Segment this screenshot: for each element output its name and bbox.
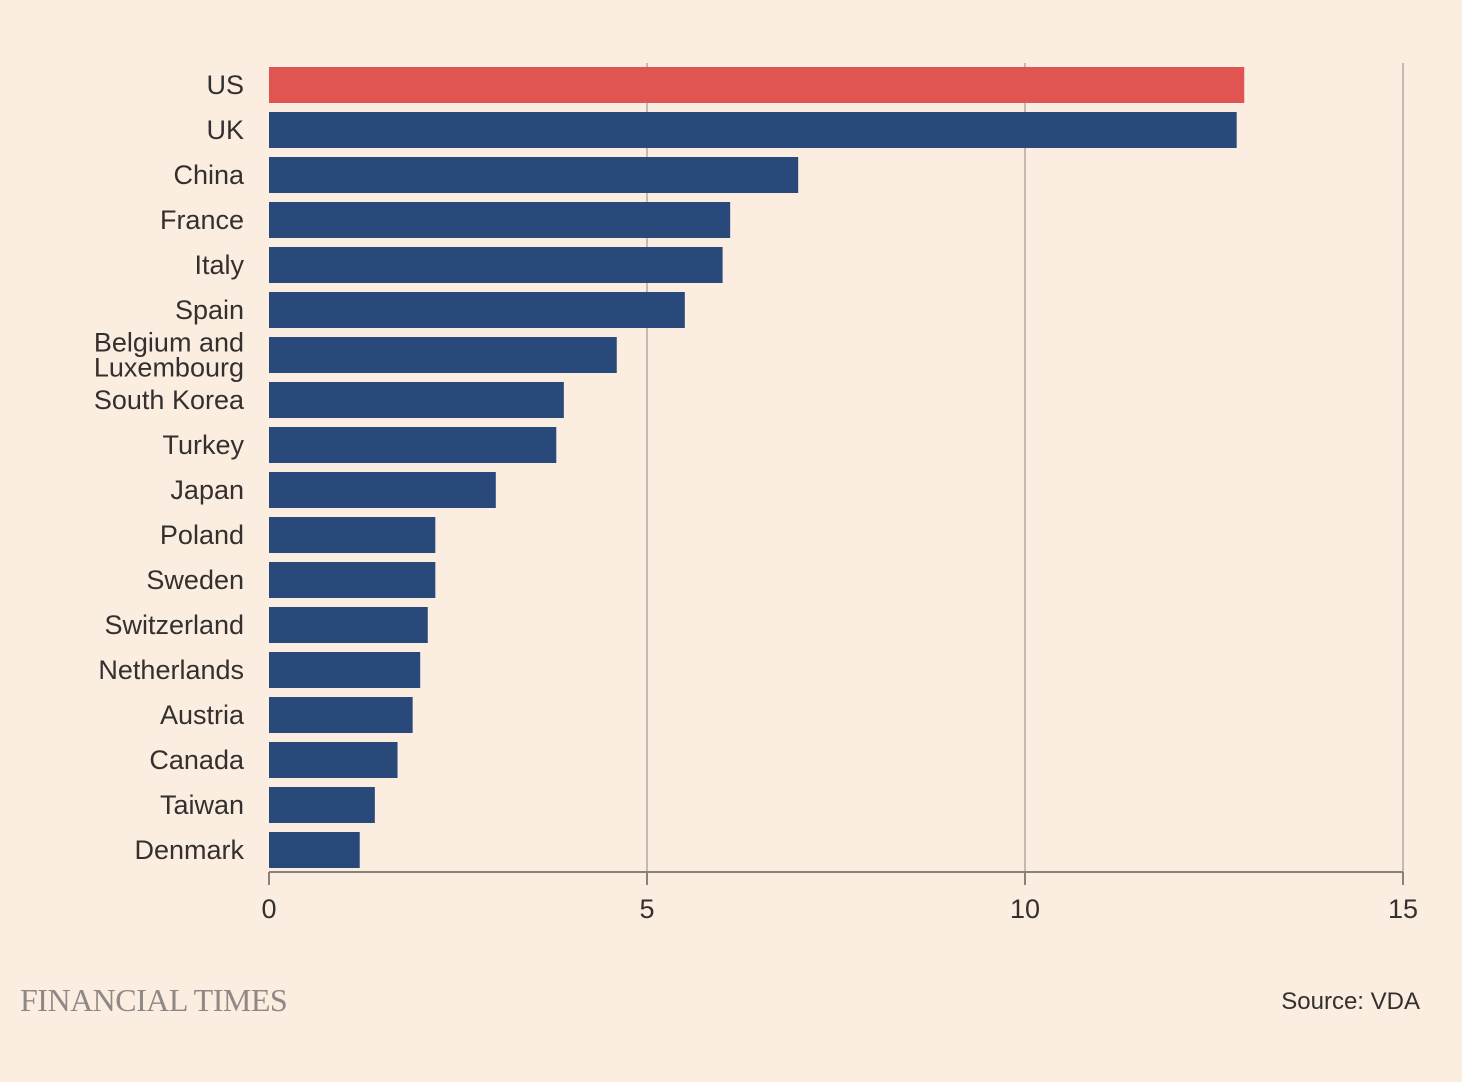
category-label-canada: Canada (149, 745, 245, 775)
bar-japan (269, 472, 496, 508)
category-label-line: Spain (175, 295, 244, 325)
x-tick-label-0: 0 (261, 894, 276, 924)
bar-sweden (269, 562, 436, 598)
bar-italy (269, 247, 723, 283)
category-label-poland: Poland (160, 520, 244, 550)
category-label-taiwan: Taiwan (160, 790, 244, 820)
category-label-line: China (173, 160, 245, 190)
category-label-line: Luxembourg (94, 353, 244, 383)
category-label-denmark: Denmark (134, 835, 244, 865)
category-label-line: Taiwan (160, 790, 244, 820)
category-label-line: Canada (149, 745, 245, 775)
x-tick-label-15: 15 (1388, 894, 1418, 924)
bar-belgium-and-luxembourg (269, 337, 617, 373)
bar-netherlands (269, 652, 421, 688)
bar-south-korea (269, 382, 564, 418)
bars (269, 67, 1245, 868)
bar-uk (269, 112, 1237, 148)
category-label-line: Italy (194, 250, 244, 280)
category-label-line: Denmark (134, 835, 244, 865)
category-label-line: US (206, 70, 244, 100)
source-note: Source: VDA (1281, 988, 1420, 1015)
category-label-turkey: Turkey (162, 430, 244, 460)
category-label-line: Sweden (146, 565, 244, 595)
category-label-italy: Italy (194, 250, 244, 280)
bar-france (269, 202, 731, 238)
x-axis: 0 5 10 15 (261, 871, 1418, 924)
bar-austria (269, 697, 413, 733)
x-tick-label-10: 10 (1010, 894, 1040, 924)
category-label-switzerland: Switzerland (104, 610, 244, 640)
bar-turkey (269, 427, 557, 463)
category-label-sweden: Sweden (146, 565, 244, 595)
category-label-austria: Austria (160, 700, 245, 730)
category-label-belgium-and-luxembourg: Belgium and Luxembourg (94, 328, 244, 383)
category-label-line: UK (206, 115, 244, 145)
bar-spain (269, 292, 685, 328)
category-label-line: Switzerland (104, 610, 244, 640)
bar-china (269, 157, 799, 193)
category-label-line: Poland (160, 520, 244, 550)
bar-us (269, 67, 1245, 103)
category-label-france: France (160, 205, 244, 235)
x-tick-label-5: 5 (639, 894, 654, 924)
category-label-line: South Korea (94, 385, 245, 415)
category-label-line: France (160, 205, 244, 235)
category-label-uk: UK (206, 115, 244, 145)
bar-switzerland (269, 607, 428, 643)
category-label-spain: Spain (175, 295, 244, 325)
financial-times-logo: FINANCIAL TIMES (20, 982, 288, 1018)
category-label-japan: Japan (170, 475, 244, 505)
category-label-china: China (173, 160, 245, 190)
category-label-line: Netherlands (98, 655, 244, 685)
bar-taiwan (269, 787, 375, 823)
category-label-us: US (206, 70, 244, 100)
category-label-line: Austria (160, 700, 245, 730)
bar-canada (269, 742, 398, 778)
gridlines (646, 63, 1404, 872)
category-label-netherlands: Netherlands (98, 655, 244, 685)
category-label-line: Turkey (162, 430, 244, 460)
category-label-south-korea: South Korea (94, 385, 245, 415)
bar-denmark (269, 832, 360, 868)
category-label-line: Belgium and (94, 328, 244, 358)
bar-poland (269, 517, 436, 553)
category-label-line: Japan (170, 475, 244, 505)
